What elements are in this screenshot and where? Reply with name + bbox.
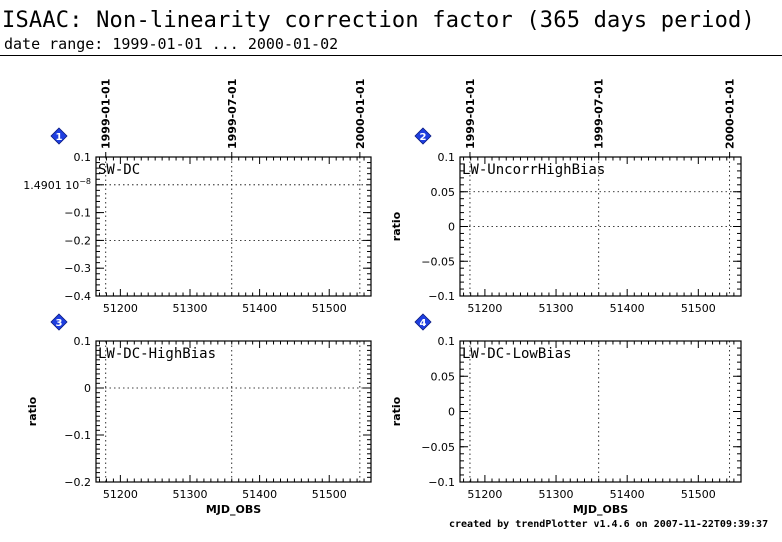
- y-tick-label: 0.1: [74, 335, 92, 348]
- x-tick-label: 51200: [467, 302, 502, 315]
- y-axis-label: ratio: [390, 211, 403, 241]
- y-tick-label: −0.2: [64, 476, 91, 489]
- y-tick-label: 0.1: [74, 151, 92, 164]
- panel-label: SW-DC: [98, 162, 140, 178]
- y-axis-label: ratio: [26, 396, 39, 426]
- date-label: 1999-07-01: [593, 79, 606, 149]
- panel-label: LW-DC-LowBias: [462, 346, 572, 362]
- panel-number-marker: [414, 127, 432, 145]
- y-tick-label: −0.3: [64, 262, 91, 275]
- chart-panel-2: 1999-01-01 1999-07-01 2000-01-01 51200 51300…: [390, 79, 742, 315]
- chart-panel-4: 51200 51300 51400 51500 0.1 0.05 0 −0.05 −0.1 rat…: [390, 313, 742, 516]
- y-tick-label: 0: [84, 382, 91, 395]
- panel-number: 3: [56, 318, 63, 329]
- x-tick-label: 51300: [539, 488, 574, 501]
- plot-frame: [459, 340, 742, 483]
- y-tick-label: −0.1: [428, 476, 455, 489]
- x-tick-label: 51500: [681, 302, 716, 315]
- x-tick-label: 51500: [312, 302, 347, 315]
- y-exponent-tick-label: 1.4901 10−8: [23, 177, 91, 192]
- x-tick-label: 51400: [242, 488, 277, 501]
- x-tick-label: 51200: [103, 488, 138, 501]
- x-tick-label: 51300: [172, 302, 207, 315]
- x-tick-label: 51200: [467, 488, 502, 501]
- x-axis-label: MJD_OBS: [206, 503, 261, 516]
- panel-number: 2: [420, 132, 427, 143]
- panel-label: LW-DC-HighBias: [98, 346, 216, 362]
- x-axis-label: MJD_OBS: [573, 503, 628, 516]
- y-tick-label: −0.05: [421, 441, 455, 454]
- y-tick-label: 0: [448, 221, 455, 234]
- header-divider: [0, 55, 782, 56]
- date-label: 1999-01-01: [100, 79, 113, 149]
- x-tick-label: 51200: [103, 302, 138, 315]
- x-tick-label: 51400: [610, 488, 645, 501]
- y-tick-label: 0: [448, 406, 455, 419]
- panel-number: 4: [420, 318, 427, 329]
- x-tick-label: 51300: [539, 302, 574, 315]
- date-label: 2000-01-01: [354, 79, 367, 149]
- panel-number-marker: [414, 313, 432, 331]
- x-tick-label: 51500: [681, 488, 716, 501]
- plot-frame: [95, 340, 372, 483]
- panel-number: 1: [56, 132, 63, 143]
- date-range-subtitle: date range: 1999-01-01 ... 2000-01-02: [4, 35, 339, 53]
- y-tick-label: 0.05: [431, 186, 456, 199]
- date-label: 2000-01-01: [724, 79, 737, 149]
- chart-panel-3: 51200 51300 51400 51500 0.1 0 −0.1 −0.2 ratio MJD…: [26, 313, 372, 516]
- y-tick-label: −0.1: [64, 429, 91, 442]
- panel-number-marker: [50, 313, 68, 331]
- y-axis-label: ratio: [390, 396, 403, 426]
- chart-panel-1: 1999-01-01 1999-07-01 2000-01-01 51200 51300…: [23, 79, 372, 315]
- x-tick-label: 51300: [172, 488, 207, 501]
- x-tick-label: 51400: [242, 302, 277, 315]
- y-tick-label: 0.1: [438, 335, 456, 348]
- date-label: 1999-07-01: [226, 79, 239, 149]
- panel-number-marker: [50, 127, 68, 145]
- y-tick-label: −0.05: [421, 255, 455, 268]
- y-tick-label: −0.1: [64, 207, 91, 220]
- panel-label: LW-UncorrHighBias: [462, 162, 605, 178]
- page-title: ISAAC: Non-linearity correction factor (…: [2, 8, 755, 33]
- y-tick-label: −0.1: [428, 290, 455, 303]
- date-label: 1999-01-01: [464, 79, 477, 149]
- x-tick-label: 51500: [312, 488, 347, 501]
- y-tick-label: 0.05: [431, 370, 456, 383]
- y-tick-label: 0.1: [438, 151, 456, 164]
- x-tick-label: 51400: [610, 302, 645, 315]
- y-tick-label: −0.2: [64, 234, 91, 247]
- footer-credit: created by trendPlotter v1.4.6 on 2007-1…: [449, 519, 769, 530]
- plot-frame: [95, 156, 372, 297]
- y-tick-label: −0.4: [64, 290, 91, 303]
